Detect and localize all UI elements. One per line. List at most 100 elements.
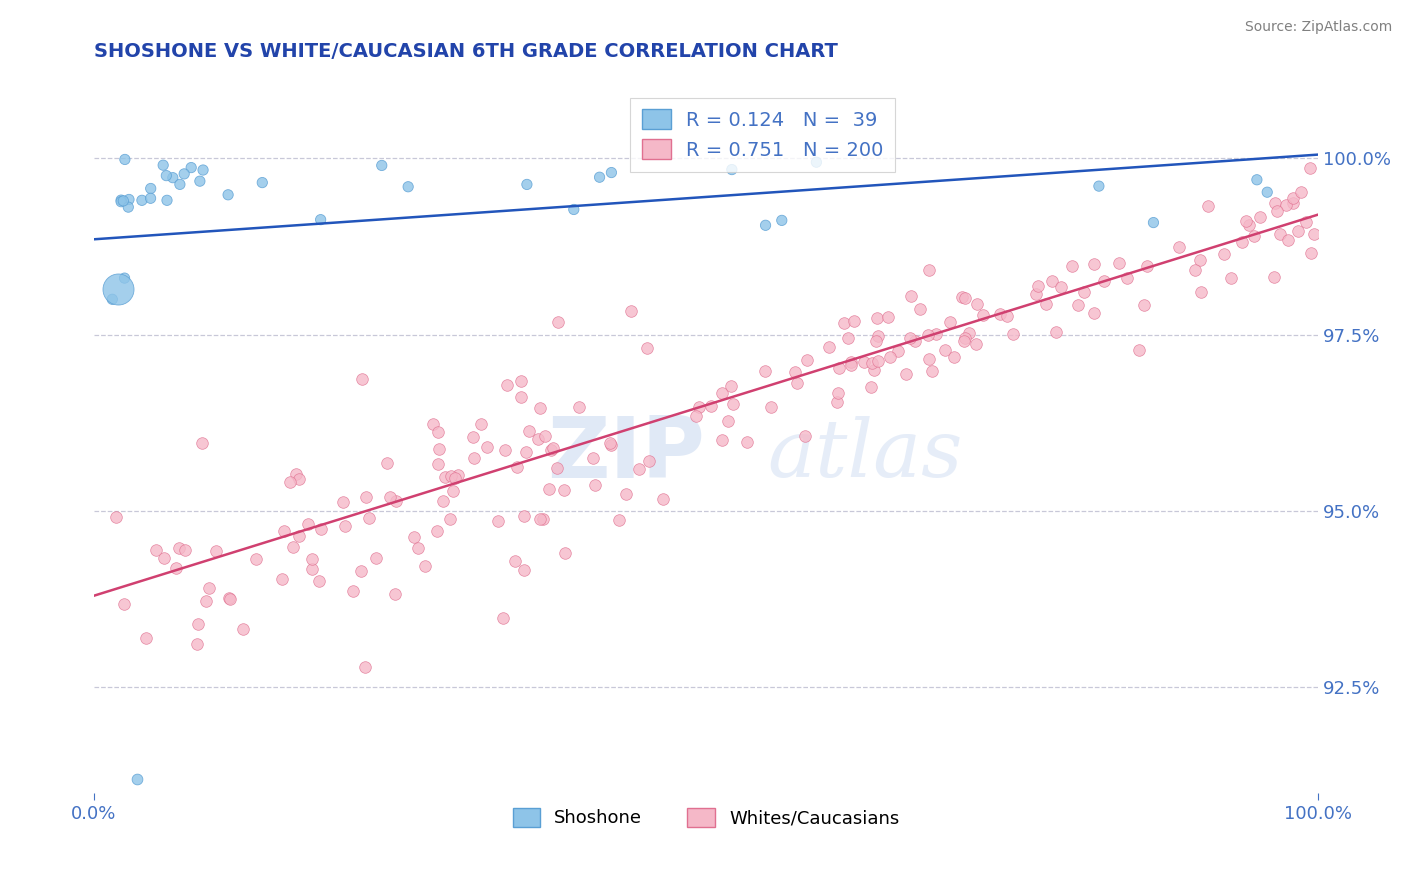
Point — [896, 367, 918, 381]
Point — [924, 326, 946, 341]
Point — [995, 309, 1018, 323]
Point — [180, 161, 202, 175]
Point — [796, 353, 818, 368]
Point — [446, 468, 468, 483]
Point — [426, 425, 449, 440]
Point — [1168, 240, 1191, 254]
Point — [832, 317, 855, 331]
Point — [371, 158, 394, 172]
Point — [852, 355, 875, 369]
Point — [953, 331, 976, 345]
Point — [173, 167, 195, 181]
Point — [356, 491, 378, 505]
Point — [1050, 280, 1073, 294]
Point — [384, 586, 406, 600]
Point — [1239, 218, 1261, 232]
Point — [169, 178, 191, 192]
Point — [232, 622, 254, 636]
Point — [720, 379, 742, 393]
Point — [685, 409, 707, 423]
Point — [378, 490, 401, 504]
Point — [139, 191, 162, 205]
Point — [1088, 179, 1111, 194]
Point — [1083, 257, 1105, 271]
Point — [904, 334, 927, 349]
Point — [868, 329, 890, 343]
Point — [198, 581, 221, 595]
Point — [385, 494, 408, 508]
Point — [721, 162, 744, 177]
Point — [1277, 233, 1299, 247]
Point — [308, 574, 330, 588]
Point — [599, 435, 621, 450]
Point — [278, 475, 301, 489]
Point — [827, 385, 849, 400]
Point — [1060, 259, 1083, 273]
Point — [546, 460, 568, 475]
Point — [794, 429, 817, 443]
Point — [427, 457, 450, 471]
Point — [844, 314, 866, 328]
Point — [828, 360, 851, 375]
Point — [118, 193, 141, 207]
Point — [1035, 297, 1057, 311]
Point — [1256, 185, 1278, 199]
Point — [1275, 198, 1298, 212]
Point — [957, 326, 980, 340]
Point — [173, 543, 195, 558]
Point — [786, 376, 808, 391]
Point — [841, 358, 863, 372]
Point — [426, 524, 449, 538]
Point — [350, 564, 373, 578]
Point — [898, 331, 921, 345]
Point — [145, 543, 167, 558]
Point — [865, 334, 887, 348]
Point — [711, 434, 734, 448]
Point — [582, 450, 605, 465]
Point — [1028, 279, 1050, 293]
Point — [540, 442, 562, 457]
Point — [1142, 216, 1164, 230]
Point — [406, 541, 429, 555]
Point — [402, 530, 425, 544]
Point — [918, 351, 941, 366]
Point — [506, 459, 529, 474]
Point — [1045, 325, 1067, 339]
Point — [614, 487, 637, 501]
Point — [600, 165, 623, 179]
Point — [1092, 274, 1115, 288]
Text: Source: ZipAtlas.com: Source: ZipAtlas.com — [1244, 20, 1392, 34]
Point — [1234, 214, 1257, 228]
Point — [1299, 161, 1322, 175]
Point — [301, 552, 323, 566]
Point — [721, 397, 744, 411]
Point — [252, 176, 274, 190]
Point — [636, 341, 658, 355]
Point — [513, 508, 536, 523]
Text: atlas: atlas — [768, 417, 963, 494]
Point — [366, 550, 388, 565]
Point — [190, 436, 212, 450]
Point — [494, 442, 516, 457]
Point — [1133, 298, 1156, 312]
Point — [876, 310, 898, 324]
Point — [533, 429, 555, 443]
Point — [529, 401, 551, 415]
Point — [860, 380, 883, 394]
Point — [1246, 173, 1268, 187]
Point — [1128, 343, 1150, 357]
Point — [711, 386, 734, 401]
Point — [342, 583, 364, 598]
Point — [155, 169, 177, 183]
Point — [439, 512, 461, 526]
Point — [529, 512, 551, 526]
Point — [513, 563, 536, 577]
Point — [860, 356, 883, 370]
Point — [486, 514, 509, 528]
Point — [638, 453, 661, 467]
Point — [759, 400, 782, 414]
Point — [1301, 245, 1323, 260]
Point — [470, 417, 492, 431]
Point — [167, 541, 190, 556]
Point — [285, 467, 308, 481]
